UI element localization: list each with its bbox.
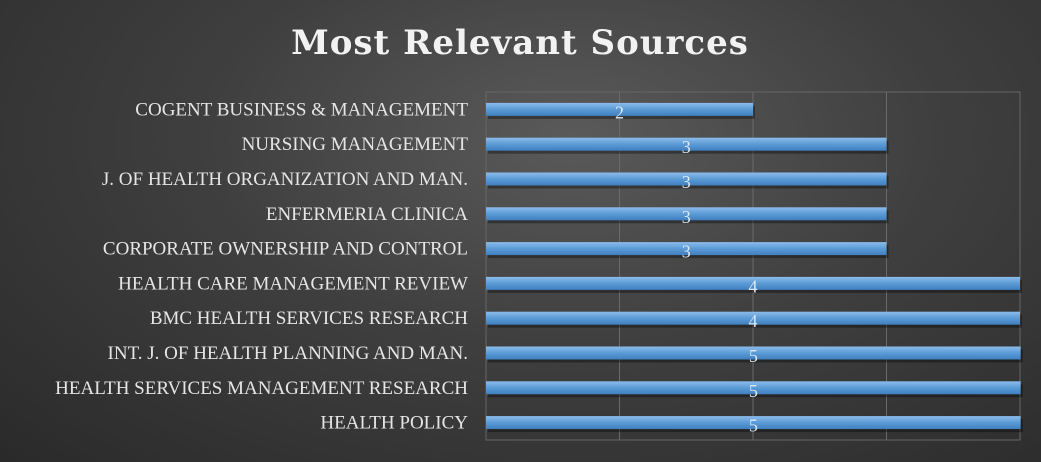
value-label: 4 (749, 276, 758, 296)
bar (486, 172, 887, 186)
value-label: 5 (749, 416, 758, 436)
bar (486, 137, 887, 151)
category-label: HEALTH CARE MANAGEMENT REVIEW (118, 273, 468, 294)
plot-frame (485, 91, 1021, 441)
bar (486, 276, 1020, 290)
bar (486, 207, 887, 221)
category-labels: COGENT BUSINESS & MANAGEMENT NURSING MANA… (55, 99, 468, 433)
category-label: COGENT BUSINESS & MANAGEMENT (135, 99, 468, 120)
bar (486, 416, 1021, 430)
bar (486, 311, 1020, 325)
chart-title: Most Relevant Sources (291, 23, 749, 63)
value-label: 3 (682, 172, 691, 192)
value-label: 3 (682, 242, 691, 262)
value-label: 2 (615, 102, 624, 122)
bar (486, 102, 753, 116)
value-label: 5 (749, 346, 758, 366)
bar (486, 381, 1021, 395)
bar (486, 346, 1021, 360)
category-label: INT. J. OF HEALTH PLANNING AND MAN. (108, 343, 468, 364)
value-label: 3 (682, 137, 691, 157)
category-label: CORPORATE OWNERSHIP AND CONTROL (103, 239, 468, 260)
category-label: ENFERMERIA CLINICA (266, 204, 468, 225)
value-labels: 2 3 3 3 3 4 4 5 5 5 (615, 102, 758, 435)
category-label: HEALTH POLICY (320, 413, 468, 434)
category-label: NURSING MANAGEMENT (242, 134, 469, 155)
value-label: 4 (749, 311, 758, 331)
bar (486, 242, 887, 256)
value-label: 3 (682, 207, 691, 227)
category-label: HEALTH SERVICES MANAGEMENT RESEARCH (55, 378, 468, 399)
value-label: 5 (749, 381, 758, 401)
category-label: J. OF HEALTH ORGANIZATION AND MAN. (102, 169, 468, 190)
bars (486, 102, 1023, 433)
category-label: BMC HEALTH SERVICES RESEARCH (150, 308, 468, 329)
